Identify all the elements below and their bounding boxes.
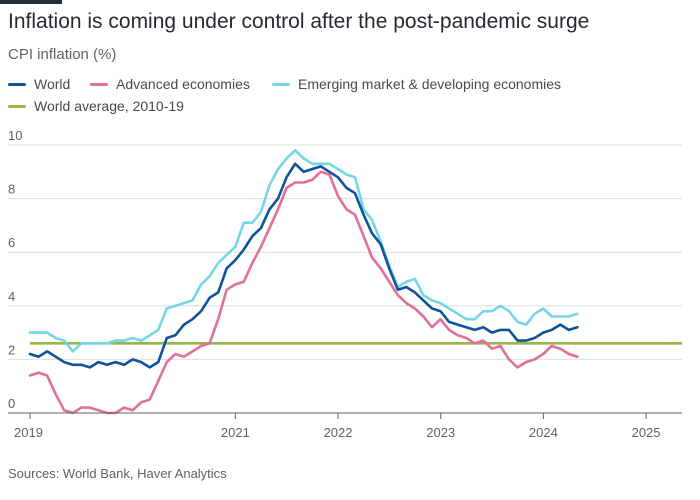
legend-item-average: World average, 2010-19 — [8, 98, 184, 114]
legend-swatch-average — [8, 104, 26, 108]
legend-swatch-emerging — [272, 82, 290, 86]
chart-subtitle: CPI inflation (%) — [8, 46, 117, 63]
legend-swatch-advanced — [90, 82, 108, 86]
y-tick-label-10: 10 — [8, 128, 22, 143]
x-tick-label-2021: 2021 — [221, 425, 250, 440]
x-tick-label-2022: 2022 — [324, 425, 353, 440]
legend-item-emerging: Emerging market & developing economies — [272, 76, 561, 92]
legend-label-average: World average, 2010-19 — [34, 98, 184, 114]
source-note: Sources: World Bank, Haver Analytics — [8, 466, 227, 481]
y-tick-label-4: 4 — [8, 289, 15, 304]
brand-top-bar — [0, 0, 62, 4]
x-tick-label-2025: 2025 — [632, 425, 661, 440]
legend-label-emerging: Emerging market & developing economies — [298, 76, 562, 92]
x-tick-label-2023: 2023 — [426, 425, 455, 440]
line-chart: 0 2 4 6 8 10 2019 2021 2022 2023 2024 2025 — [8, 128, 682, 440]
tick-labels: 0 2 4 6 8 10 2019 2021 2022 2023 2024 2025 — [8, 128, 661, 440]
legend-label-world: World — [34, 76, 71, 92]
x-tick-label-2024: 2024 — [529, 425, 558, 440]
legend-item-advanced: Advanced economies — [90, 76, 250, 92]
series-line-advanced — [28, 170, 579, 415]
chart-legend: World Advanced economies Emerging market… — [8, 76, 698, 116]
y-tick-label-6: 6 — [8, 235, 15, 250]
series-line-world — [28, 162, 579, 369]
legend-label-advanced: Advanced economies — [116, 76, 250, 92]
chart-title: Inflation is coming under control after … — [8, 10, 590, 33]
y-tick-label-2: 2 — [8, 342, 15, 357]
x-axis — [8, 412, 682, 419]
legend-item-world: World — [8, 76, 70, 92]
x-tick-label-2019: 2019 — [14, 425, 43, 440]
gridlines — [8, 144, 682, 360]
legend-swatch-world — [8, 82, 26, 86]
series-line-emerging — [28, 149, 579, 353]
y-tick-label-0: 0 — [8, 396, 15, 411]
series-lines — [28, 149, 579, 415]
y-tick-label-8: 8 — [8, 182, 15, 197]
